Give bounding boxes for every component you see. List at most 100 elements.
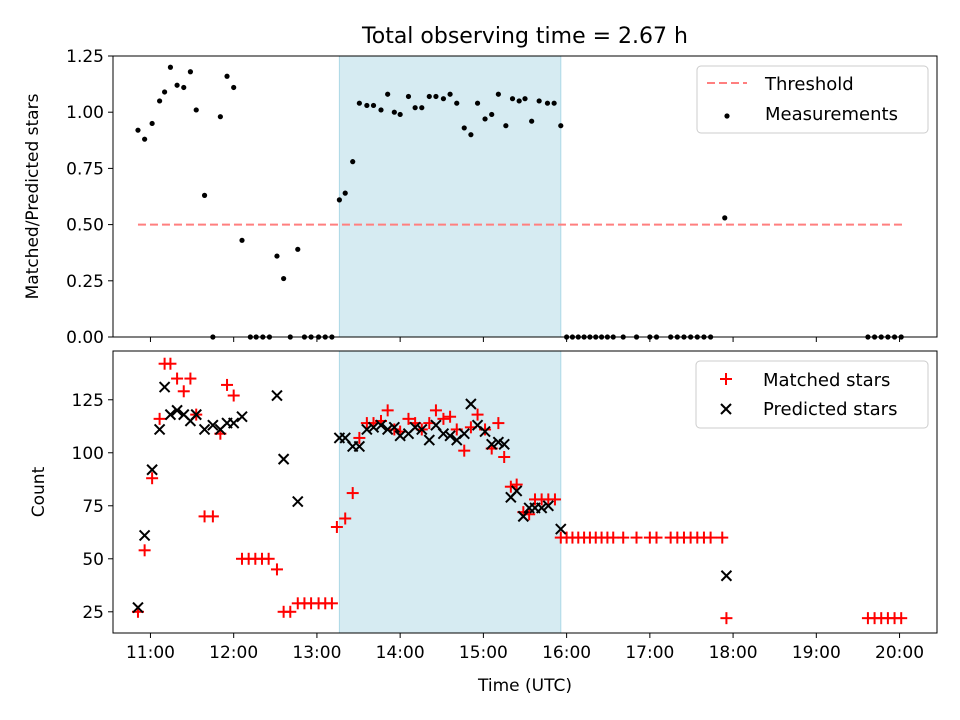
measurement-point — [350, 159, 356, 165]
x-tick-label: 20:00 — [875, 643, 924, 663]
measurement-point — [558, 123, 564, 129]
predicted-point — [535, 502, 548, 514]
measurement-point — [474, 100, 481, 106]
x-tick-label: 17:00 — [625, 643, 674, 663]
matched-point — [720, 612, 733, 625]
predicted-point — [236, 411, 248, 423]
predicted-point — [227, 417, 240, 429]
x-tick-label: 14:00 — [376, 643, 425, 663]
predicted-point — [277, 453, 290, 465]
matched-point — [206, 510, 219, 523]
measurement-point — [495, 91, 501, 97]
matched-point — [339, 512, 352, 525]
measurement-point — [231, 84, 237, 91]
measurement-point — [370, 102, 377, 109]
matched-point — [325, 597, 338, 610]
y-tick-label: 0.00 — [66, 328, 104, 348]
matched-point — [262, 552, 275, 565]
x-tick-label: 13:00 — [292, 643, 341, 663]
measurement-point — [468, 132, 474, 138]
measurement-point — [201, 192, 208, 198]
measurement-point — [342, 190, 348, 196]
ratio-plot-frame — [112, 55, 938, 338]
matched-point — [171, 372, 184, 385]
x-tick-label: 15:00 — [459, 643, 508, 663]
matched-point — [353, 431, 366, 444]
predicted-point — [555, 523, 567, 535]
matched-point — [177, 385, 190, 398]
measurement-point — [281, 275, 287, 282]
predicted-point — [720, 570, 733, 582]
measurement-point — [489, 111, 495, 118]
legend-measurements-label: Measurements — [765, 104, 898, 125]
predicted-point — [465, 398, 477, 410]
y-tick-label: 0.75 — [66, 159, 104, 179]
measurement-point — [378, 107, 384, 113]
ratio-legend: Threshold Measurements — [696, 65, 929, 134]
matched-point — [458, 444, 471, 457]
predicted-point — [158, 381, 171, 393]
predicted-point — [164, 408, 177, 421]
predicted-point — [198, 423, 211, 436]
measurement-point — [433, 93, 439, 100]
ratio-legend-box — [696, 65, 929, 134]
measurement-point — [157, 98, 163, 104]
y-tick-label: 1.00 — [66, 103, 104, 123]
predicted-point — [458, 427, 470, 440]
matched-point — [492, 417, 505, 430]
y-tick-label: 1.25 — [66, 47, 104, 67]
ratio-y-axis-label: Matched/Predicted stars — [23, 93, 43, 299]
legend-matched-swatch — [720, 373, 732, 385]
measurement-point — [295, 246, 301, 252]
matched-point — [184, 372, 197, 385]
matched-point — [444, 410, 457, 423]
y-tick-label: 125 — [72, 391, 104, 411]
matched-point — [895, 612, 908, 625]
measurement-point — [167, 64, 174, 70]
measurement-point — [454, 100, 460, 106]
measurement-point — [364, 102, 370, 109]
legend-predicted-label: Predicted stars — [763, 399, 897, 420]
measurement-point — [440, 96, 447, 102]
y-tick-label: 25 — [82, 603, 104, 623]
measurement-point — [544, 100, 551, 106]
matched-point — [388, 423, 401, 436]
matched-point — [381, 404, 394, 417]
y-tick-label: 100 — [72, 444, 104, 464]
x-tick-label: 18:00 — [709, 643, 758, 663]
predicted-point — [437, 427, 450, 440]
predicted-point — [292, 495, 304, 508]
predicted-point — [353, 440, 366, 453]
predicted-point — [381, 423, 394, 436]
count-shaded-span — [338, 350, 562, 634]
measurement-point — [551, 100, 557, 106]
count-legend-box — [695, 360, 929, 429]
matched-point — [402, 412, 415, 425]
predicted-point — [153, 423, 166, 436]
predicted-point — [409, 421, 421, 434]
matched-point — [227, 389, 240, 402]
measurement-point — [181, 84, 187, 91]
measurement-point — [224, 73, 230, 79]
predicted-point — [138, 529, 151, 542]
measurement-point — [461, 125, 467, 131]
predicted-point — [479, 425, 491, 438]
matched-point — [153, 412, 166, 425]
x-axis-label: Time (UTC) — [477, 676, 572, 696]
predicted-point — [485, 438, 498, 451]
matched-point — [510, 478, 523, 491]
measurement-point — [529, 118, 535, 124]
predicted-point — [388, 421, 401, 434]
predicted-point — [510, 485, 523, 497]
measurement-point — [426, 93, 432, 100]
measurement-point — [412, 105, 418, 111]
matched-point — [504, 480, 517, 493]
measurement-point — [405, 93, 412, 100]
matched-point — [548, 493, 561, 506]
matched-point — [716, 531, 729, 544]
measurement-point — [142, 136, 148, 142]
matched-point — [270, 563, 283, 576]
matched-point — [437, 412, 450, 425]
measurement-point — [174, 82, 180, 88]
measurement-point — [187, 69, 194, 75]
